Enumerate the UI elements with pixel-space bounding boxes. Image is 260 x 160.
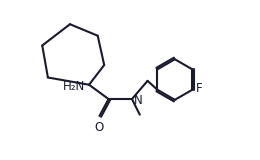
Text: O: O (95, 121, 104, 134)
Text: H₂N: H₂N (63, 80, 85, 92)
Text: F: F (196, 82, 202, 95)
Text: N: N (134, 94, 143, 107)
